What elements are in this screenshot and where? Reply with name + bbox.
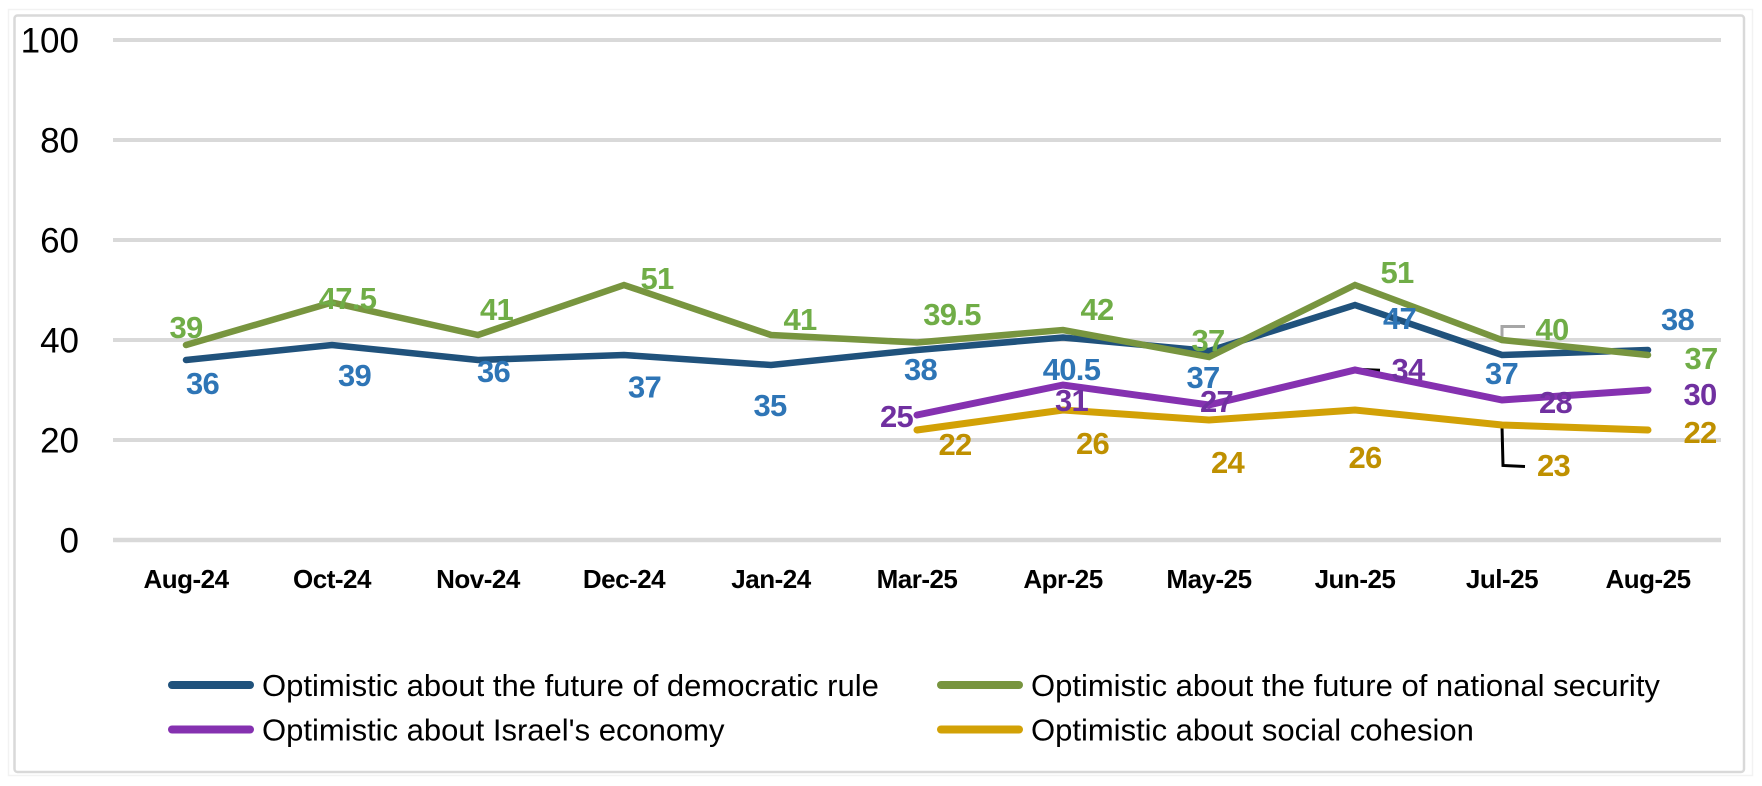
svg-text:39: 39 [338,358,372,393]
svg-text:Optimistic about the future of: Optimistic about the future of national … [1031,668,1660,703]
svg-text:Dec-24: Dec-24 [583,564,666,594]
svg-text:24: 24 [1211,445,1246,480]
svg-text:38: 38 [904,352,938,387]
svg-text:Aug-25: Aug-25 [1605,564,1690,594]
svg-text:47: 47 [1383,301,1416,336]
svg-text:Jan-24: Jan-24 [731,564,811,594]
svg-text:May-25: May-25 [1166,564,1251,594]
svg-text:34: 34 [1391,352,1426,387]
svg-text:40.5: 40.5 [1043,352,1101,387]
svg-text:35: 35 [753,388,787,423]
svg-text:Optimistic about the future of: Optimistic about the future of democrati… [262,668,879,703]
svg-text:60: 60 [40,222,79,261]
svg-text:37: 37 [1191,323,1224,358]
svg-text:31: 31 [1055,383,1089,418]
svg-text:37: 37 [1186,360,1219,395]
svg-text:23: 23 [1537,448,1571,483]
svg-text:36: 36 [477,354,511,389]
svg-text:51: 51 [1380,255,1414,290]
svg-text:Nov-24: Nov-24 [436,564,521,594]
svg-text:40: 40 [40,322,79,361]
svg-text:Oct-24: Oct-24 [293,564,372,594]
svg-text:26: 26 [1076,426,1110,461]
svg-text:37: 37 [628,370,661,405]
svg-text:Aug-24: Aug-24 [143,564,229,594]
svg-text:Optimistic about Israel's econ: Optimistic about Israel's economy [262,713,725,748]
svg-text:25: 25 [880,399,914,434]
svg-text:Mar-25: Mar-25 [877,564,958,594]
svg-text:20: 20 [40,422,79,461]
svg-text:42: 42 [1080,292,1113,327]
svg-text:26: 26 [1348,440,1382,475]
svg-text:30: 30 [1683,377,1716,412]
svg-text:37: 37 [1684,341,1717,376]
svg-text:22: 22 [938,427,971,462]
svg-text:Optimistic about social cohesi: Optimistic about social cohesion [1031,713,1474,748]
svg-text:0: 0 [60,522,79,561]
svg-text:39.5: 39.5 [923,297,981,332]
svg-text:100: 100 [21,22,79,61]
svg-text:38: 38 [1661,302,1695,337]
svg-text:41: 41 [480,292,514,327]
svg-text:22: 22 [1683,415,1716,450]
svg-text:36: 36 [186,366,220,401]
svg-text:Jul-25: Jul-25 [1466,564,1538,594]
svg-text:80: 80 [40,122,79,161]
svg-text:Apr-25: Apr-25 [1023,564,1102,594]
svg-text:37: 37 [1485,356,1518,391]
svg-text:28: 28 [1539,385,1573,420]
svg-text:27: 27 [1200,384,1233,419]
svg-text:41: 41 [783,302,817,337]
svg-text:39: 39 [169,310,203,345]
svg-text:40: 40 [1535,312,1568,347]
svg-text:51: 51 [640,261,674,296]
svg-text:47.5: 47.5 [319,281,377,316]
svg-text:Jun-25: Jun-25 [1315,564,1396,594]
